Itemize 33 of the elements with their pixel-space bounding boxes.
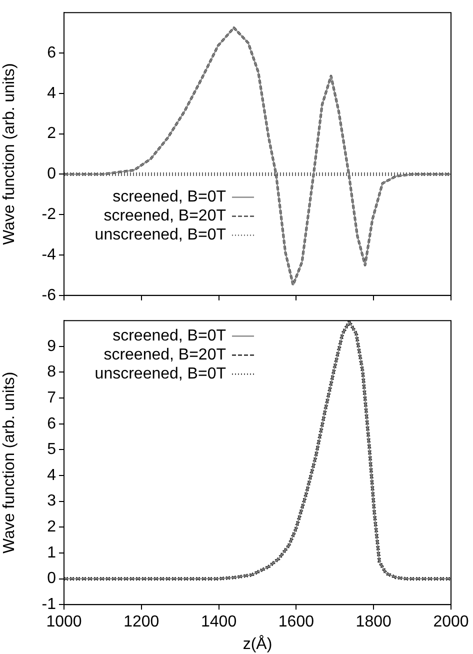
y-tick-label: -6 <box>42 286 56 304</box>
x-tick-label: 2000 <box>433 614 469 631</box>
y-tick-label: 1 <box>47 544 56 562</box>
y-tick-label: 4 <box>47 466 56 484</box>
y-tick-label: 6 <box>47 44 56 62</box>
x-tick-label: 1200 <box>124 614 160 631</box>
legend-label: unscreened, B=0T <box>94 366 226 383</box>
x-tick-label: 1600 <box>278 614 314 631</box>
y-tick-label: 6 <box>47 415 56 432</box>
y-tick-label: 4 <box>47 84 56 102</box>
legend-label: screened, B=20T <box>104 346 226 364</box>
y-tick-label: 2 <box>47 125 56 142</box>
legend-label: screened, B=0T <box>112 328 226 345</box>
y-tick-label: 3 <box>47 492 56 510</box>
x-tick-label: 1800 <box>356 614 392 631</box>
legend-label: screened, B=20T <box>104 208 226 225</box>
y-axis-title: Wave function (arb. units) <box>1 63 18 245</box>
legend-label: screened, B=0T <box>112 188 226 206</box>
legend-label: unscreened, B=0T <box>94 226 226 244</box>
y-tick-label: 8 <box>47 364 56 381</box>
x-tick-label: 1000 <box>46 614 82 631</box>
y-tick-label: 5 <box>47 441 56 458</box>
y-tick-label: -4 <box>42 246 56 264</box>
x-axis-title: z(Å) <box>242 634 272 653</box>
y-tick-label: 0 <box>47 570 56 588</box>
y-tick-label: -1 <box>42 596 56 614</box>
x-tick-label: 1400 <box>201 614 237 631</box>
y-tick-label: 0 <box>47 166 56 183</box>
y-tick-label: 9 <box>47 338 56 355</box>
y-tick-label: 2 <box>47 518 56 536</box>
y-axis-title: Wave function (arb. units) <box>1 372 18 554</box>
y-tick-label: -2 <box>42 206 56 224</box>
y-tick-label: 7 <box>47 389 56 406</box>
